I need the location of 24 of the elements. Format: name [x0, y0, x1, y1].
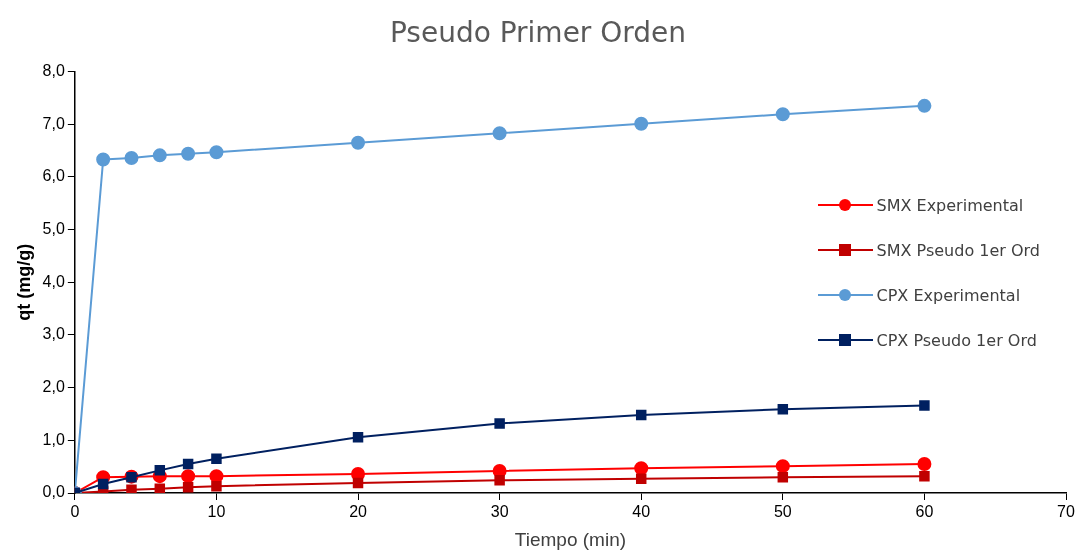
- x-tick-label: 10: [207, 503, 226, 521]
- y-tick-label: 2,0: [42, 378, 65, 396]
- x-tick-label: 0: [70, 503, 80, 521]
- x-tick-label: 50: [773, 503, 792, 521]
- y-tick-label: 1,0: [42, 430, 65, 448]
- x-tick-label: 70: [1057, 503, 1075, 521]
- y-tick-label: 5,0: [42, 220, 65, 238]
- x-tick-label: 60: [915, 503, 934, 521]
- y-tick-label: 6,0: [42, 167, 65, 185]
- y-tick-label: 8,0: [42, 62, 65, 80]
- legend-label: CPX Pseudo 1er Ord: [876, 330, 1037, 350]
- y-tick-label: 4,0: [42, 272, 65, 290]
- legend-label: SMX Pseudo 1er Ord: [876, 240, 1040, 260]
- y-tick-label: 7,0: [42, 114, 65, 132]
- x-axis-title: Tiempo (min): [514, 528, 627, 550]
- legend-label: SMX Experimental: [876, 195, 1024, 215]
- legend-label: CPX Experimental: [876, 285, 1021, 305]
- x-tick-label: 20: [349, 503, 368, 521]
- chart-title: Pseudo Primer Orden: [389, 16, 687, 50]
- x-tick-label: 40: [632, 503, 651, 521]
- y-tick-label: 3,0: [42, 325, 65, 343]
- y-tick-label: 0,0: [42, 483, 65, 501]
- x-tick-label: 30: [490, 503, 509, 521]
- y-axis-title: qt (mg/g): [13, 243, 34, 321]
